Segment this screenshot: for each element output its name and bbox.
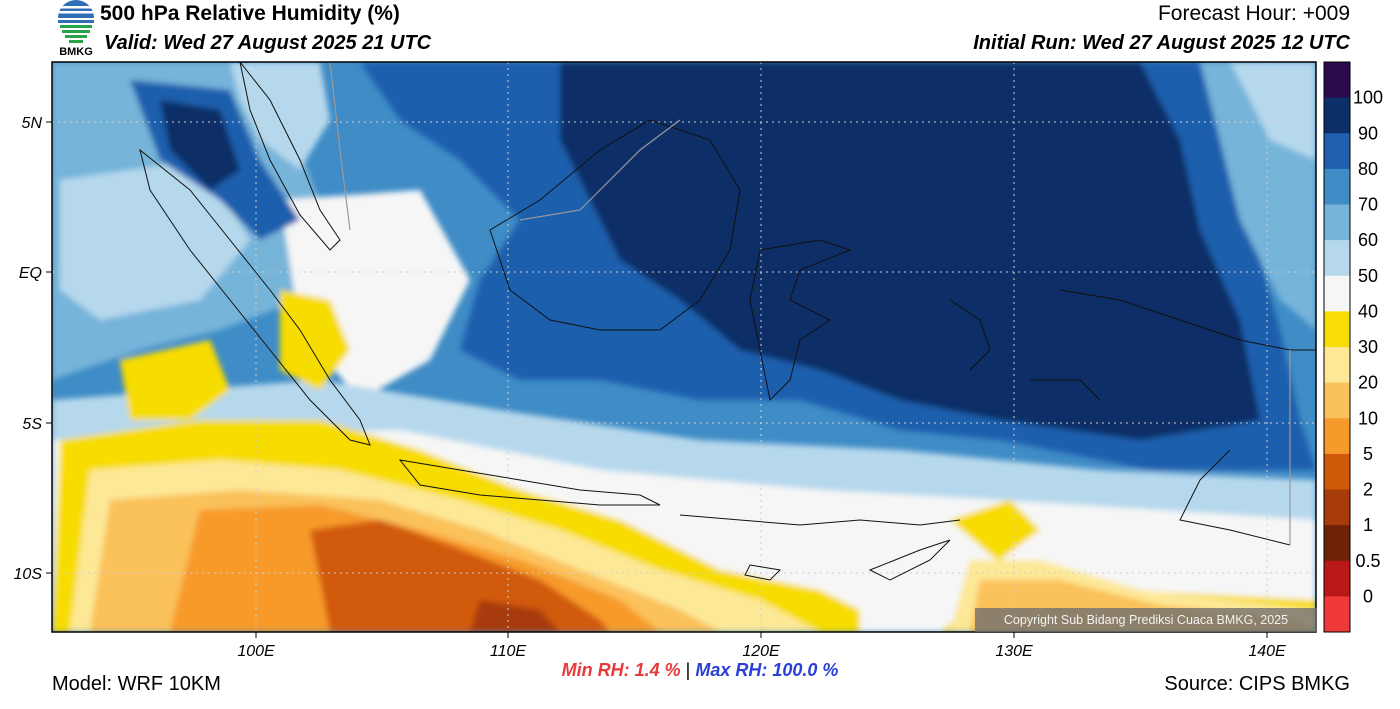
page-title: 500 hPa Relative Humidity (%) [100,2,400,25]
max-rh: Max RH: 100.0 % [695,660,839,680]
min-rh-value: 1.4 % [634,660,681,680]
colorbar-label: 5 [1363,444,1373,464]
colorbar-swatch [1324,204,1350,241]
colorbar-swatch [1324,418,1350,455]
bmkg-logo-icon [58,0,94,43]
colorbar-frame [1323,61,1351,633]
coastlines [139,62,1316,581]
colorbar-swatch [1324,311,1350,348]
colorbar-swatch [1324,62,1350,99]
lon-label-140e: 140E [1248,643,1286,660]
colorbar-swatch [1324,382,1350,419]
borders [329,62,1291,545]
colorbar-label: 70 [1358,195,1378,215]
lon-label-110e: 110E [490,643,527,660]
colorbar-swatch [1324,525,1350,562]
colorbar-label: 2 [1363,480,1373,500]
map-gridlines [52,62,1316,632]
model-label: Model: WRF 10KM [52,673,221,695]
colorbar: 100 90 80 70 60 50 40 30 20 10 5 2 1 0.5 0 [1323,61,1383,633]
colorbar-swatch [1324,168,1350,205]
colorbar-label: 30 [1358,337,1378,357]
axis-ticks [46,121,1268,638]
valid-time: Valid: Wed 27 August 2025 21 UTC [104,32,432,54]
forecast-hour: Forecast Hour: +009 [1157,2,1350,25]
colorbar-label: 20 [1358,373,1378,393]
colorbar-label: 0.5 [1355,551,1380,571]
min-max-rh: Min RH: 1.4 % | Max RH: 100.0 % [0,660,1400,681]
colorbar-swatch [1324,97,1350,134]
lon-label-100e: 100E [237,643,275,660]
colorbar-label: 80 [1358,159,1378,179]
min-rh-label: Min RH: [561,660,630,680]
lat-label-eq: EQ [19,265,42,282]
colorbar-swatch [1324,275,1350,312]
bmkg-logo: BMKG [52,0,100,58]
lat-label-5n: 5N [22,115,43,132]
colorbar-swatch [1324,240,1350,277]
source-label: Source: CIPS BMKG [1164,673,1350,695]
colorbar-swatch [1324,347,1350,384]
colorbar-swatch [1324,133,1350,170]
colorbar-label: 50 [1358,266,1378,286]
lat-label-10s: 10S [14,566,43,583]
colorbar-swatch [1324,489,1350,526]
lat-label-5s: 5S [22,416,42,433]
map-field [52,62,1316,632]
colorbar-label: 60 [1358,230,1378,250]
colorbar-swatch [1324,453,1350,490]
colorbar-label: 10 [1358,408,1378,428]
map-frame [51,61,1317,633]
colorbar-label: 100 [1353,88,1383,108]
colorbar-swatch [1324,596,1350,633]
colorbar-label: 0 [1363,586,1373,606]
colorbar-label: 1 [1363,515,1373,535]
logo-text: BMKG [59,46,93,58]
lon-label-120e: 120E [742,643,780,660]
initial-run: Initial Run: Wed 27 August 2025 12 UTC [973,32,1350,54]
copyright-notice: Copyright Sub Bidang Prediksi Cuaca BMKG… [975,608,1317,632]
min-max-separator: | [685,660,691,680]
colorbar-label: 40 [1358,301,1378,321]
lon-label-130e: 130E [995,643,1033,660]
colorbar-label: 90 [1358,123,1378,143]
colorbar-swatch [1324,560,1350,597]
